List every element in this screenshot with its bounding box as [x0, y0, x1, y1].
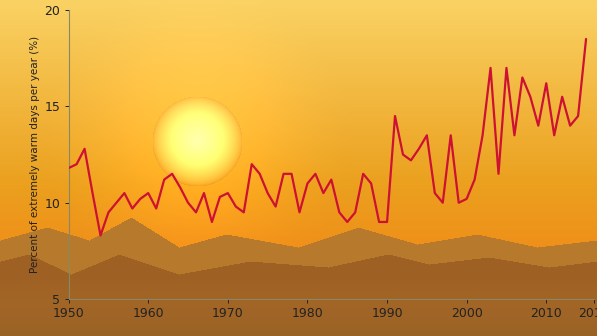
- Y-axis label: Percent of extremely warm days per year (%): Percent of extremely warm days per year …: [30, 36, 40, 273]
